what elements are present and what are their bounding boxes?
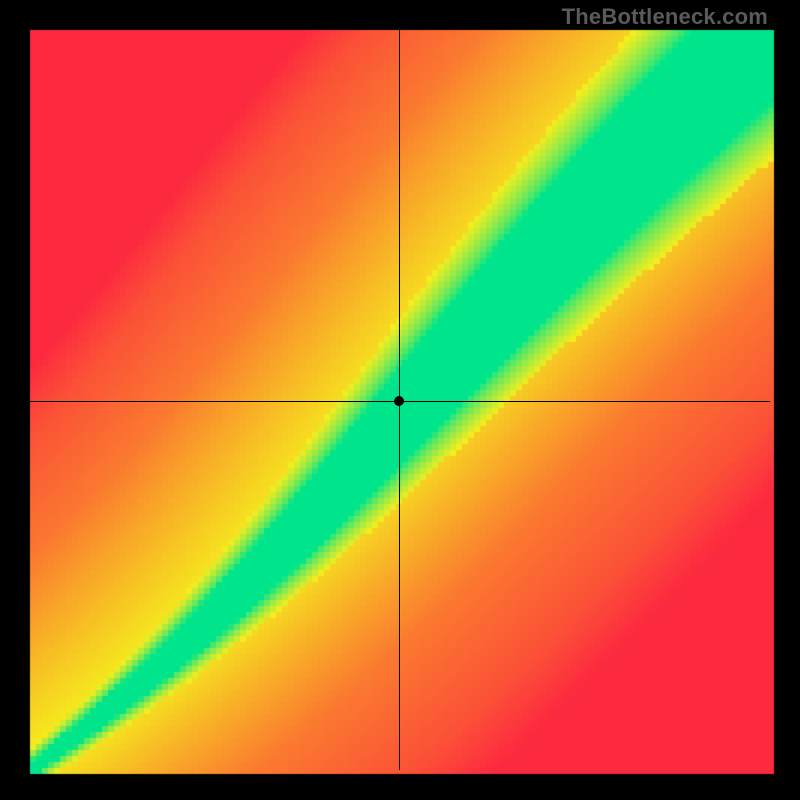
watermark-text: TheBottleneck.com — [562, 4, 768, 30]
chart-container: TheBottleneck.com — [0, 0, 800, 800]
crosshair-marker — [394, 396, 404, 406]
